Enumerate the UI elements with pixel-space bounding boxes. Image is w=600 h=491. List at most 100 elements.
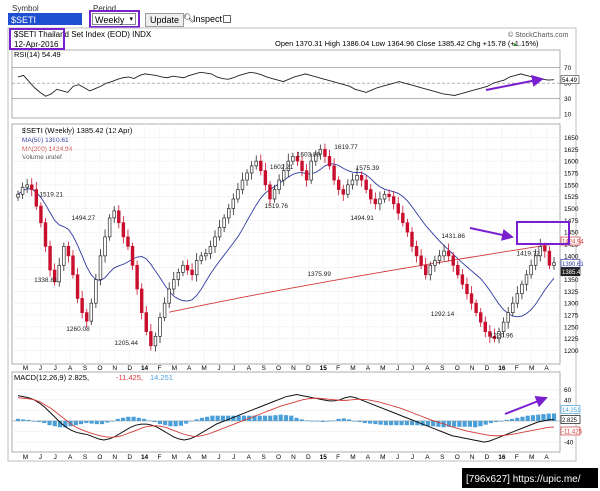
- macd-histogram-bar: [42, 420, 47, 424]
- price-candle: [295, 156, 300, 162]
- macd-histogram-bar: [84, 420, 89, 424]
- x-axis-label: J: [232, 365, 235, 372]
- price-annotation-label: 1220.96: [490, 333, 514, 340]
- price-candle: [433, 260, 437, 266]
- macd-histogram-bar: [315, 420, 320, 422]
- macd-histogram-bar: [126, 416, 131, 421]
- price-candle: [199, 255, 203, 261]
- macd-histogram-bar: [36, 420, 42, 423]
- price-candle: [378, 198, 382, 205]
- x-axis-label: F: [157, 454, 161, 461]
- price-tick-label: 1625: [564, 147, 579, 154]
- price-candles: [16, 143, 556, 352]
- macd-label-main: MACD(12,26,9) 2.825,: [14, 373, 89, 382]
- price-candle: [135, 264, 139, 290]
- price-candle: [112, 210, 116, 219]
- price-candle: [291, 156, 295, 162]
- price-tick-label: 1300: [564, 301, 579, 308]
- price-moving-averages: [17, 163, 555, 318]
- x-axis-label: J: [396, 454, 399, 461]
- period-label: Period: [93, 4, 117, 13]
- price-candle: [515, 293, 520, 304]
- price-annotation-label: 1260.08: [66, 326, 90, 333]
- macd-histogram-bar: [410, 420, 415, 426]
- price-candle: [369, 189, 373, 200]
- price-candle: [465, 283, 469, 295]
- price-candle: [126, 236, 130, 247]
- macd-histogram-bar: [515, 417, 520, 421]
- x-axis-label: A: [247, 454, 252, 461]
- macd-histogram-bar: [21, 419, 26, 421]
- brand-label: © StockCharts.com: [508, 31, 569, 39]
- macd-tick-label: 60: [564, 387, 572, 394]
- macd-histogram-bar: [131, 416, 136, 421]
- price-candle: [506, 312, 510, 323]
- price-candle: [332, 165, 336, 181]
- macd-histogram-bar: [383, 420, 388, 426]
- macd-histogram-bar: [105, 420, 110, 423]
- x-axis-label: D: [485, 365, 490, 372]
- x-axis-label: F: [336, 454, 340, 461]
- price-tick-label: 1525: [564, 194, 579, 201]
- macd-histogram-bar: [189, 420, 194, 422]
- price-candle: [424, 264, 428, 276]
- price-candle: [181, 264, 185, 273]
- price-tick-label: 1500: [564, 206, 579, 213]
- price-candle: [552, 262, 556, 266]
- price-candle: [190, 269, 194, 276]
- x-axis-label: 14: [141, 365, 149, 372]
- price-candle: [483, 321, 487, 332]
- macd-histogram-bar: [399, 420, 404, 426]
- x-axis-label: D: [127, 365, 132, 372]
- macd-histogram-bar: [494, 420, 499, 423]
- x-axis-label: D: [127, 454, 132, 461]
- x-axis-label: S: [440, 454, 445, 461]
- price-annotation-label: 1205.44: [114, 340, 138, 347]
- macd-last-box: [560, 405, 581, 414]
- macd-histogram-bar: [15, 418, 21, 421]
- price-candle: [281, 170, 286, 181]
- price-candle: [16, 193, 20, 198]
- macd-histogram-bar: [199, 417, 205, 421]
- price-tick-label: 1275: [564, 313, 579, 320]
- macd-histogram-bar: [436, 420, 441, 427]
- price-candle: [66, 246, 71, 257]
- macd-histogram-bar: [268, 415, 273, 421]
- price-annotation-label: 1602.21: [270, 164, 294, 171]
- macd-histogram-bar: [31, 420, 36, 422]
- x-axis-label: A: [187, 454, 192, 461]
- inspect-checkbox[interactable]: [223, 15, 231, 23]
- update-button[interactable]: Update: [145, 13, 185, 27]
- date-highlight-box: [9, 28, 65, 50]
- price-candle: [43, 222, 48, 247]
- price-last-box: [560, 258, 581, 268]
- macd-histogram-bar: [142, 418, 147, 421]
- macd-histogram-bar: [389, 420, 394, 426]
- price-candle: [277, 179, 281, 190]
- macd-histogram-bar: [478, 420, 483, 427]
- macd-label-hist: 14.251: [150, 373, 173, 382]
- macd-histogram-bar: [504, 419, 509, 421]
- x-axis-label: S: [83, 454, 88, 461]
- price-annotations: 1519.21 1494.27 1338.81 1260.08 1205.44 1602.…: [34, 144, 540, 347]
- macd-label-signal: -11.425,: [116, 373, 143, 382]
- price-candle: [314, 153, 318, 162]
- period-select[interactable]: Weekly ▾: [92, 13, 136, 25]
- macd-histogram-bar: [52, 420, 57, 427]
- macd-histogram-bar: [394, 420, 399, 426]
- x-axis-label: O: [276, 365, 281, 372]
- price-annotation-label: 1494.91: [350, 215, 374, 222]
- macd-histogram-bar: [184, 420, 189, 424]
- price-candle: [456, 264, 460, 276]
- price-candle: [543, 246, 547, 252]
- symbol-input[interactable]: $SETI: [8, 13, 82, 25]
- x-axis-label: D: [485, 454, 490, 461]
- macd-histogram-bar: [252, 415, 257, 421]
- ma50-line: [17, 163, 555, 318]
- macd-histogram-bar: [57, 420, 63, 428]
- macd-histogram-bar: [173, 420, 178, 427]
- x-axis-label: D: [306, 365, 311, 372]
- price-candle: [162, 302, 167, 318]
